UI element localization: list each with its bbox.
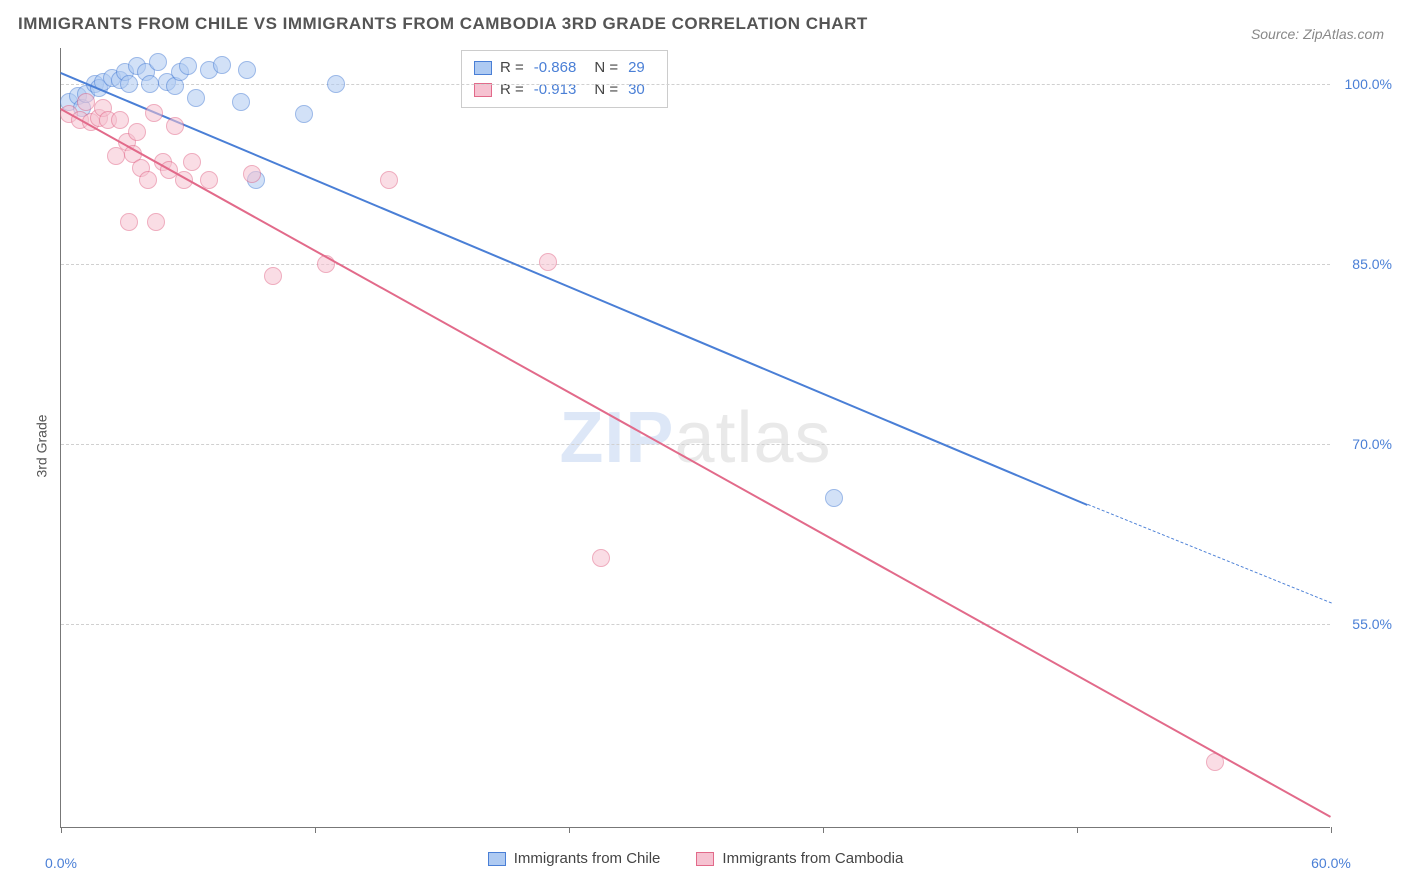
data-point-cambodia bbox=[539, 253, 557, 271]
data-point-chile bbox=[327, 75, 345, 93]
data-point-chile bbox=[141, 75, 159, 93]
scatter-plot-area: ZIPatlas R =-0.868N =29R =-0.913N =30 Im… bbox=[60, 48, 1330, 828]
data-point-cambodia bbox=[264, 267, 282, 285]
data-point-cambodia bbox=[139, 171, 157, 189]
legend-label: Immigrants from Cambodia bbox=[722, 850, 903, 867]
y-tick-label: 100.0% bbox=[1345, 76, 1392, 92]
legend-swatch bbox=[474, 83, 492, 97]
data-point-chile bbox=[825, 489, 843, 507]
data-point-cambodia bbox=[120, 213, 138, 231]
x-tick bbox=[1331, 827, 1332, 833]
data-point-chile bbox=[232, 93, 250, 111]
data-point-cambodia bbox=[145, 104, 163, 122]
data-point-chile bbox=[120, 75, 138, 93]
data-point-cambodia bbox=[183, 153, 201, 171]
regression-line bbox=[1087, 504, 1331, 603]
n-value: 30 bbox=[628, 79, 645, 101]
legend-swatch bbox=[488, 852, 506, 866]
x-tick bbox=[823, 827, 824, 833]
stats-legend: R = -0.868 N = 29 R = -0.913 N = 30 bbox=[461, 50, 668, 108]
y-tick-label: 70.0% bbox=[1352, 436, 1392, 452]
data-point-cambodia bbox=[166, 117, 184, 135]
data-point-cambodia bbox=[128, 123, 146, 141]
x-tick bbox=[61, 827, 62, 833]
data-point-chile bbox=[179, 57, 197, 75]
stats-legend-row-cambodia: R = -0.913 N = 30 bbox=[474, 79, 655, 101]
data-point-cambodia bbox=[592, 549, 610, 567]
legend-swatch bbox=[696, 852, 714, 866]
r-label: R = bbox=[500, 57, 524, 79]
data-point-cambodia bbox=[147, 213, 165, 231]
y-axis-label: 3rd Grade bbox=[34, 414, 50, 477]
regression-line bbox=[60, 108, 1331, 818]
r-value: -0.868 bbox=[534, 57, 577, 79]
data-point-cambodia bbox=[243, 165, 261, 183]
gridline bbox=[61, 624, 1330, 625]
data-point-cambodia bbox=[380, 171, 398, 189]
n-label: N = bbox=[594, 57, 618, 79]
x-tick-label: 60.0% bbox=[1311, 855, 1351, 871]
regression-line bbox=[60, 72, 1087, 506]
data-point-chile bbox=[213, 56, 231, 74]
data-point-cambodia bbox=[111, 111, 129, 129]
x-tick bbox=[315, 827, 316, 833]
source-attribution: Source: ZipAtlas.com bbox=[1251, 26, 1384, 42]
gridline bbox=[61, 264, 1330, 265]
gridline bbox=[61, 444, 1330, 445]
data-point-chile bbox=[187, 89, 205, 107]
stats-legend-row-chile: R = -0.868 N = 29 bbox=[474, 57, 655, 79]
legend-item-chile: Immigrants from Chile bbox=[488, 850, 661, 867]
chart-title: IMMIGRANTS FROM CHILE VS IMMIGRANTS FROM… bbox=[18, 14, 868, 34]
y-tick-label: 85.0% bbox=[1352, 256, 1392, 272]
data-point-chile bbox=[238, 61, 256, 79]
legend-swatch bbox=[474, 61, 492, 75]
r-value: -0.913 bbox=[534, 79, 577, 101]
x-tick bbox=[1077, 827, 1078, 833]
legend-item-cambodia: Immigrants from Cambodia bbox=[696, 850, 903, 867]
gridline bbox=[61, 84, 1330, 85]
data-point-cambodia bbox=[77, 93, 95, 111]
data-point-chile bbox=[295, 105, 313, 123]
n-value: 29 bbox=[628, 57, 645, 79]
y-tick-label: 55.0% bbox=[1352, 616, 1392, 632]
legend-label: Immigrants from Chile bbox=[514, 850, 661, 867]
x-tick-label: 0.0% bbox=[45, 855, 77, 871]
series-legend: Immigrants from Chile Immigrants from Cam… bbox=[61, 850, 1330, 867]
n-label: N = bbox=[594, 79, 618, 101]
watermark-bold: ZIP bbox=[559, 398, 674, 478]
r-label: R = bbox=[500, 79, 524, 101]
x-tick bbox=[569, 827, 570, 833]
data-point-chile bbox=[149, 53, 167, 71]
